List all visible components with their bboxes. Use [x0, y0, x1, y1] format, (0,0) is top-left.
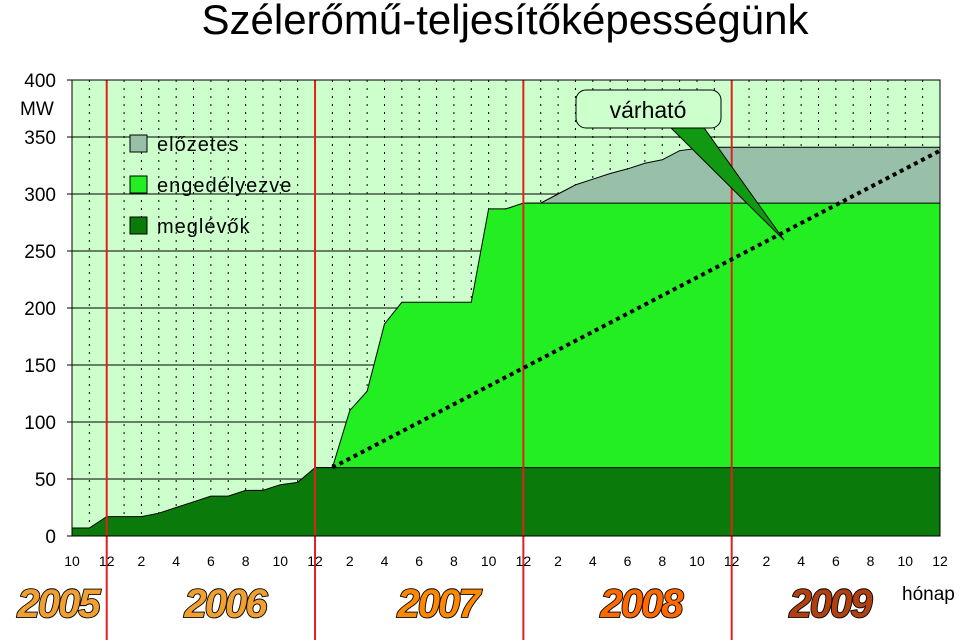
legend-swatch	[129, 175, 148, 194]
year-labels: 2005 2006 2007 2008 2009	[16, 581, 877, 627]
x-tick-label: 6	[832, 553, 840, 569]
trend-dotted-line	[331, 148, 941, 470]
x-tick-label: 8	[450, 553, 458, 569]
x-tick-label: 8	[658, 553, 666, 569]
legend-label: előzetes	[157, 134, 240, 156]
x-tick-label: 10	[273, 553, 289, 569]
x-tick-label: 10	[481, 553, 497, 569]
x-tick-label: 12	[307, 553, 323, 569]
year-label: 2009	[789, 582, 874, 626]
y-axis-label: MW	[20, 99, 54, 120]
legend-label: meglévők	[157, 216, 251, 238]
y-tick-label: 150	[24, 356, 56, 377]
x-tick-label: 12	[932, 553, 948, 569]
y-tick-label: 0	[45, 527, 56, 548]
y-tick-label: 250	[24, 242, 56, 263]
year-label: 2006	[184, 582, 269, 626]
x-tick-label: 4	[172, 553, 180, 569]
callout-label: várható	[610, 97, 687, 123]
legend-label: engedélyezve	[157, 175, 292, 197]
y-tick-label: 400	[24, 71, 56, 92]
y-tick-label: 200	[24, 299, 56, 320]
chart-title: Szélerőmű-teljesítőképességünk	[201, 0, 809, 43]
x-tick-label: 10	[897, 553, 913, 569]
y-tick-label: 50	[35, 470, 56, 491]
year-label: 2005	[17, 582, 102, 626]
area-existing	[71, 467, 941, 537]
x-tick-label: 6	[207, 553, 215, 569]
x-tick-label: 2	[554, 553, 562, 569]
callout-box	[575, 89, 722, 129]
x-tick-label: 6	[624, 553, 632, 569]
year-label: 2007	[397, 582, 483, 626]
legend-swatch	[129, 216, 148, 235]
x-tick-label: 4	[797, 553, 805, 569]
x-tick-label: 8	[242, 553, 250, 569]
x-tick-label: 10	[64, 553, 80, 569]
x-tick-label: 8	[867, 553, 875, 569]
x-tick-label: 2	[346, 553, 354, 569]
x-tick-label: 2	[138, 553, 146, 569]
year-label: 2008	[600, 582, 685, 626]
x-tick-label: 12	[516, 553, 532, 569]
x-tick-label: 4	[381, 553, 389, 569]
y-tick-label: 300	[24, 185, 56, 206]
x-tick-label: 10	[689, 553, 705, 569]
x-tick-label: 12	[99, 553, 115, 569]
x-tick-label: 4	[589, 553, 597, 569]
legend-swatch	[129, 134, 148, 153]
x-tick-label: 12	[724, 553, 740, 569]
callout: várható	[575, 89, 785, 241]
x-axis-label: hónap	[902, 584, 955, 605]
y-tick-label: 350	[24, 128, 56, 149]
legend: előzetes engedélyezve meglévők	[129, 134, 292, 238]
x-tick-label: 6	[415, 553, 423, 569]
x-axis: 10 12 2 4 6 8 10 12 2 4 6 8 10 12 2 4 6 8 10 12 2 4 6 8 10 12	[64, 553, 948, 569]
y-tick-label: 100	[24, 413, 56, 434]
trend-line	[331, 148, 941, 470]
x-tick-label: 2	[763, 553, 771, 569]
area-permitted	[314, 202, 941, 537]
y-axis: 0 50 100 150 200 250 300 350 400	[24, 71, 72, 548]
